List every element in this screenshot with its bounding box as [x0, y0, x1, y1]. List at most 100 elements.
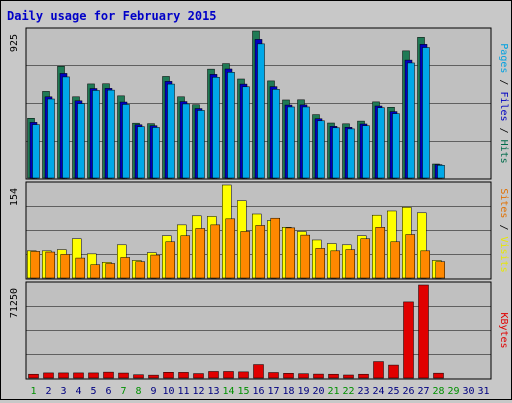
legend-visits-part-1: / [498, 218, 509, 236]
legend-hits-part-1: / [498, 73, 509, 91]
legend-visits-part-2: Visits [498, 237, 509, 273]
y-max-label-hits: 925 [9, 34, 20, 52]
day-label-12: 12 [192, 386, 204, 397]
bar-visits-sites-day-9 [150, 254, 160, 279]
bar-kbytes-kbytes-day-26 [403, 301, 414, 379]
bar-hits-pages-day-19 [302, 106, 310, 179]
bar-visits-sites-day-1 [30, 251, 40, 279]
bar-visits-sites-day-27 [420, 250, 430, 279]
bar-visits-sites-day-5 [90, 264, 100, 279]
bar-kbytes-kbytes-day-18 [283, 373, 294, 379]
bar-kbytes-kbytes-day-8 [133, 374, 144, 379]
day-label-27: 27 [417, 386, 429, 397]
day-label-5: 5 [90, 386, 96, 397]
bar-visits-sites-day-14 [225, 218, 235, 279]
bar-hits-pages-day-24 [377, 107, 385, 179]
bar-hits-pages-day-16 [257, 43, 265, 179]
bar-hits-pages-day-5 [92, 90, 100, 179]
bar-hits-pages-day-11 [182, 103, 190, 179]
day-label-2: 2 [45, 386, 51, 397]
bar-kbytes-kbytes-day-11 [178, 372, 189, 379]
day-label-24: 24 [372, 386, 384, 397]
day-label-15: 15 [237, 386, 249, 397]
bar-hits-pages-day-1 [32, 124, 40, 179]
bar-visits-sites-day-10 [165, 241, 175, 279]
bar-hits-pages-day-7 [122, 104, 130, 179]
day-label-25: 25 [387, 386, 399, 397]
bar-hits-pages-day-28 [437, 165, 445, 179]
legend-kbytes: KBytes [498, 312, 509, 348]
bar-kbytes-kbytes-day-13 [208, 371, 219, 379]
bar-kbytes-kbytes-day-21 [328, 373, 339, 379]
bar-kbytes-kbytes-day-23 [358, 373, 369, 379]
bar-visits-sites-day-26 [405, 234, 415, 279]
bar-kbytes-kbytes-day-4 [73, 372, 84, 379]
legend-hits-part-0: Pages [498, 43, 509, 73]
bar-hits-pages-day-25 [392, 113, 400, 179]
bar-visits-sites-day-3 [60, 254, 70, 279]
bar-visits-sites-day-4 [75, 257, 85, 279]
day-label-16: 16 [252, 386, 264, 397]
day-label-22: 22 [342, 386, 354, 397]
day-label-30: 30 [462, 386, 474, 397]
bar-visits-sites-day-15 [240, 231, 250, 279]
bar-kbytes-kbytes-day-6 [103, 371, 114, 379]
bar-visits-sites-day-25 [390, 241, 400, 279]
day-label-31: 31 [477, 386, 489, 397]
bar-visits-sites-day-6 [105, 263, 115, 279]
bar-hits-pages-day-22 [347, 128, 355, 179]
legend-hits-part-3: / [498, 122, 509, 140]
bar-hits-pages-day-21 [332, 127, 340, 179]
day-label-3: 3 [60, 386, 66, 397]
bar-visits-sites-day-2 [45, 251, 55, 279]
chart-title: Daily usage for February 2015 [7, 9, 217, 23]
day-label-26: 26 [402, 386, 414, 397]
bar-kbytes-kbytes-day-7 [118, 372, 129, 379]
bar-hits-pages-day-15 [242, 86, 250, 179]
day-label-11: 11 [177, 386, 189, 397]
bar-kbytes-kbytes-day-24 [373, 361, 384, 379]
bar-visits-sites-day-11 [180, 235, 190, 279]
bar-hits-pages-day-26 [407, 62, 415, 179]
bar-kbytes-kbytes-day-9 [148, 374, 159, 379]
bar-kbytes-kbytes-day-17 [268, 372, 279, 379]
bar-hits-pages-day-10 [167, 83, 175, 179]
legend-hits-part-4: Hits [498, 140, 509, 164]
day-label-19: 19 [297, 386, 309, 397]
y-max-label-visits: 154 [9, 188, 20, 206]
day-label-10: 10 [162, 386, 174, 397]
bar-kbytes-kbytes-day-12 [193, 373, 204, 379]
bar-visits-sites-day-21 [330, 250, 340, 279]
day-label-13: 13 [207, 386, 219, 397]
bar-hits-pages-day-27 [422, 47, 430, 179]
bar-hits-pages-day-13 [212, 76, 220, 179]
bar-kbytes-kbytes-day-22 [343, 374, 354, 379]
bar-visits-sites-day-24 [375, 227, 385, 279]
legend-hits-part-2: Files [498, 91, 509, 121]
bar-visits-sites-day-12 [195, 228, 205, 279]
bar-hits-pages-day-2 [47, 98, 55, 179]
bar-kbytes-kbytes-day-2 [43, 372, 54, 379]
y-max-label-kbytes: 71250 [9, 288, 20, 318]
day-label-29: 29 [447, 386, 459, 397]
bar-hits-pages-day-6 [107, 89, 115, 179]
bar-hits-pages-day-18 [287, 106, 295, 179]
legend-hits: Pages / Files / Hits [498, 43, 509, 163]
day-label-4: 4 [75, 386, 81, 397]
bar-visits-sites-day-18 [285, 227, 295, 279]
bar-visits-sites-day-13 [210, 224, 220, 279]
bar-kbytes-kbytes-day-27 [418, 284, 429, 379]
bar-kbytes-kbytes-day-3 [58, 372, 69, 379]
bar-kbytes-kbytes-day-14 [223, 371, 234, 379]
day-label-6: 6 [105, 386, 111, 397]
bar-visits-sites-day-23 [360, 238, 370, 279]
day-label-28: 28 [432, 386, 444, 397]
bar-visits-sites-day-8 [135, 261, 145, 279]
bar-hits-pages-day-4 [77, 103, 85, 179]
bar-hits-pages-day-23 [362, 125, 370, 179]
bar-visits-sites-day-16 [255, 225, 265, 279]
day-label-1: 1 [30, 386, 36, 397]
bar-hits-pages-day-20 [317, 120, 325, 179]
